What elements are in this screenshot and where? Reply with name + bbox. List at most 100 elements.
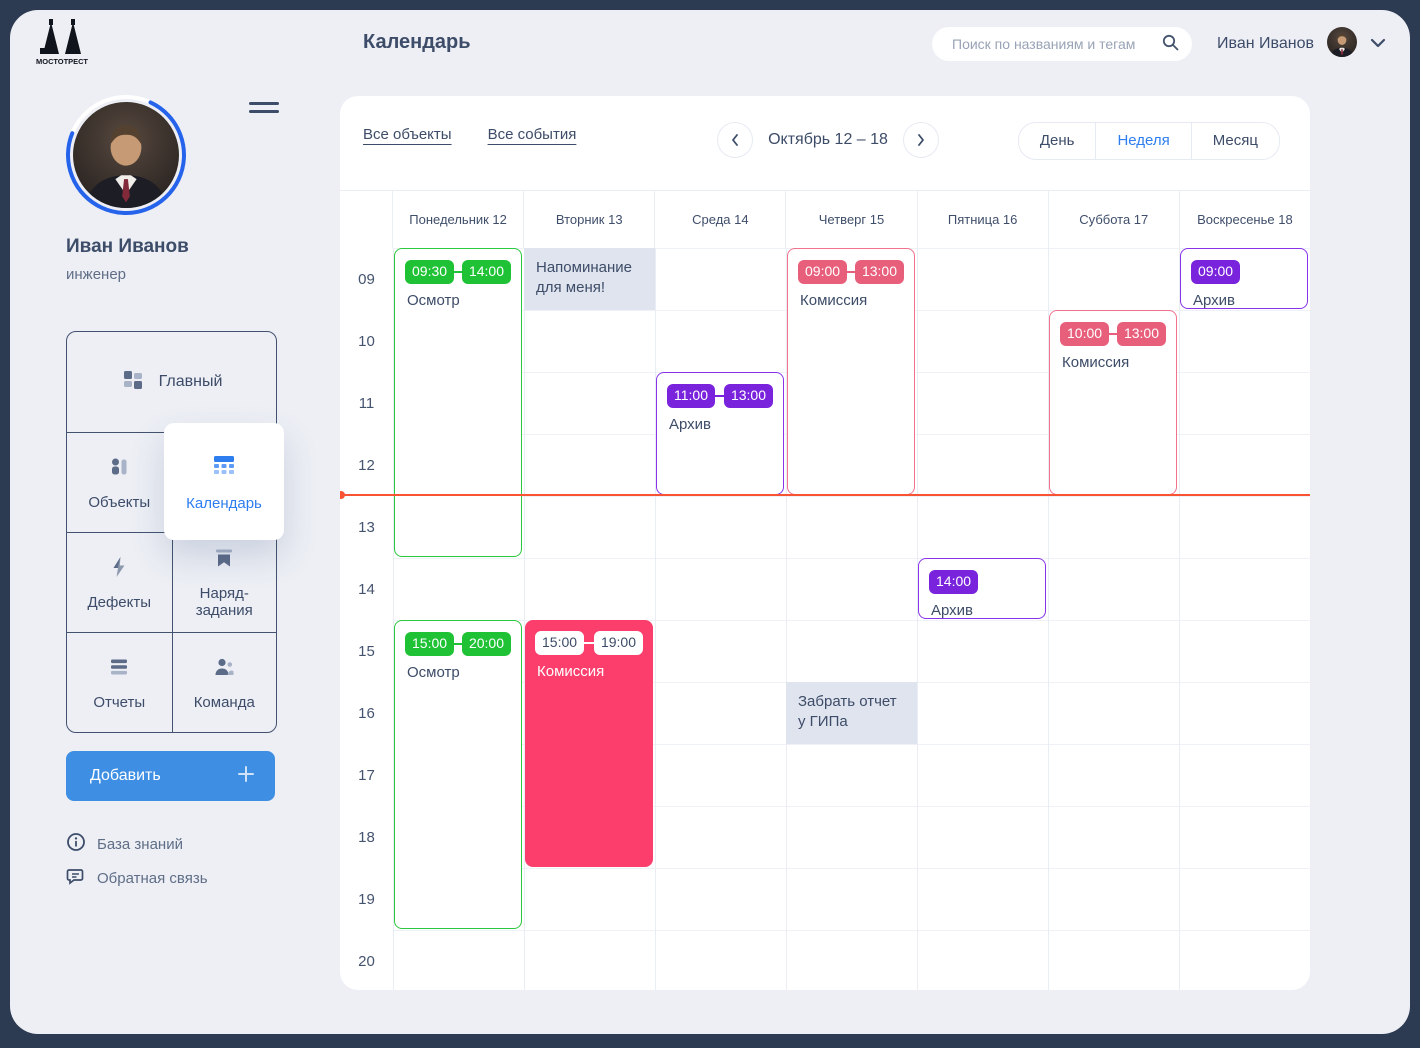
next-week-button[interactable] bbox=[903, 122, 939, 158]
sidebar-item-team[interactable]: Команда bbox=[171, 632, 276, 732]
time-gutter: 09 10 11 12 13 14 15 16 17 18 19 20 bbox=[340, 248, 393, 990]
time-gutter-header bbox=[340, 191, 393, 248]
calendar-event[interactable]: 10:00 13:00 Комиссия bbox=[1049, 310, 1177, 495]
avatar bbox=[60, 89, 192, 226]
view-month[interactable]: Месяц bbox=[1190, 123, 1279, 159]
plus-icon bbox=[237, 765, 255, 788]
day-header-wed: Среда 14 bbox=[654, 191, 785, 248]
sidebar-item-label: Главный bbox=[158, 373, 223, 390]
knowledge-base-link[interactable]: База знаний bbox=[66, 832, 183, 856]
chevron-left-icon bbox=[732, 134, 738, 146]
company-logo: МОСТОТРЕСТ bbox=[34, 18, 90, 75]
sidebar-item-defects[interactable]: Дефекты bbox=[67, 532, 172, 632]
search-bar bbox=[932, 27, 1192, 61]
event-start-time: 09:00 bbox=[798, 260, 848, 284]
sidebar-item-objects[interactable]: Объекты bbox=[67, 432, 172, 532]
event-title: Архив bbox=[669, 415, 712, 433]
search-icon[interactable] bbox=[1160, 32, 1180, 57]
team-icon bbox=[212, 655, 236, 683]
objects-icon bbox=[107, 455, 131, 483]
user-menu[interactable]: Иван Иванов bbox=[1217, 26, 1386, 62]
filter-all-events[interactable]: Все события bbox=[487, 126, 577, 143]
sidebar-item-work-orders[interactable]: Наряд-задания bbox=[171, 532, 276, 632]
event-times: 14:00 bbox=[929, 570, 1035, 594]
event-times: 09:00 bbox=[1191, 260, 1297, 284]
prev-week-button[interactable] bbox=[717, 122, 753, 158]
event-title: Осмотр bbox=[407, 663, 460, 681]
event-time-connector bbox=[454, 642, 462, 645]
event-time-connector bbox=[584, 641, 594, 644]
event-start-time: 09:30 bbox=[405, 260, 455, 284]
user-name: Иван Иванов bbox=[1217, 35, 1314, 52]
calendar-filters: Все объекты Все события bbox=[363, 126, 576, 143]
hour-label: 20 bbox=[358, 952, 375, 970]
day-header-sat: Суббота 17 bbox=[1047, 191, 1179, 248]
info-icon bbox=[66, 832, 86, 856]
calendar-note[interactable]: Напоминание для меня! bbox=[524, 248, 655, 310]
lightning-icon bbox=[107, 555, 131, 583]
sidebar-item-label: Команда bbox=[193, 693, 255, 711]
sidebar-item-label: Наряд-задания bbox=[195, 585, 253, 619]
chevron-right-icon bbox=[918, 134, 924, 146]
page-title: Календарь bbox=[363, 31, 471, 53]
event-times: 09:00 13:00 bbox=[798, 260, 904, 284]
view-day[interactable]: День bbox=[1039, 132, 1075, 149]
sidebar-item-reports[interactable]: Отчеты bbox=[67, 632, 172, 732]
hour-label: 10 bbox=[358, 332, 375, 350]
event-times: 11:00 13:00 bbox=[667, 384, 773, 408]
event-time-connector bbox=[454, 270, 462, 273]
hour-label: 09 bbox=[358, 270, 375, 288]
event-time-connector bbox=[847, 270, 855, 273]
chevron-down-icon[interactable] bbox=[1370, 35, 1386, 53]
profile-name: Иван Иванов bbox=[66, 236, 189, 257]
bookmark-icon bbox=[212, 546, 236, 574]
sidebar-item-main[interactable]: Главный bbox=[67, 332, 276, 432]
sidebar-item-calendar[interactable]: Календарь bbox=[164, 423, 284, 540]
filter-all-objects[interactable]: Все объекты bbox=[363, 126, 452, 143]
logo-text: МОСТОТРЕСТ bbox=[36, 57, 88, 66]
event-end-time: 19:00 bbox=[593, 631, 643, 655]
event-title: Комиссия bbox=[800, 291, 868, 309]
feedback-link[interactable]: Обратная связь bbox=[66, 866, 208, 890]
event-title: Комиссия bbox=[1062, 353, 1130, 371]
add-button[interactable]: Добавить bbox=[66, 751, 275, 801]
sidebar-collapse-icon[interactable] bbox=[249, 102, 279, 116]
calendar-event[interactable]: 15:00 19:00 Комиссия bbox=[525, 620, 653, 867]
sidebar-menu: Главный Объекты Дефекты Наряд-задания О bbox=[66, 331, 277, 733]
calendar-icon bbox=[211, 452, 237, 482]
profile-role: инженер bbox=[66, 266, 127, 283]
hour-label: 11 bbox=[358, 394, 375, 412]
calendar-event[interactable]: 15:00 20:00 Осмотр bbox=[394, 620, 522, 929]
event-times: 10:00 13:00 bbox=[1060, 322, 1166, 346]
calendar-event[interactable]: 11:00 13:00 Архив bbox=[656, 372, 784, 495]
period-label: Октябрь 12 – 18 bbox=[768, 131, 888, 148]
sidebar-item-label: Объекты bbox=[88, 493, 151, 511]
event-end-time: 13:00 bbox=[1116, 322, 1166, 346]
event-times: 15:00 19:00 bbox=[535, 631, 643, 655]
user-avatar bbox=[1327, 26, 1357, 62]
calendar-event[interactable]: 14:00 Архив bbox=[918, 558, 1046, 619]
hour-label: 16 bbox=[358, 704, 375, 722]
sidebar-item-label: Отчеты bbox=[93, 693, 146, 711]
view-week[interactable]: Неделя bbox=[1095, 123, 1190, 159]
calendar-event[interactable]: 09:30 14:00 Осмотр bbox=[394, 248, 522, 557]
knowledge-base-label: База знаний bbox=[97, 835, 183, 853]
view-switcher: День Неделя Месяц bbox=[1017, 122, 1280, 160]
calendar-note[interactable]: Забрать отчет у ГИПа bbox=[786, 682, 917, 744]
event-start-time: 10:00 bbox=[1060, 322, 1110, 346]
calendar-event[interactable]: 09:00 13:00 Комиссия bbox=[787, 248, 915, 495]
calendar-panel: Все объекты Все события Октябрь 12 – 18 … bbox=[340, 96, 1310, 990]
sidebar-item-label: Календарь bbox=[186, 494, 262, 512]
event-time-connector bbox=[1109, 332, 1117, 335]
add-button-label: Добавить bbox=[90, 767, 161, 784]
search-input[interactable] bbox=[950, 35, 1160, 53]
event-start-time: 15:00 bbox=[405, 632, 455, 656]
event-times: 15:00 20:00 bbox=[405, 632, 511, 656]
current-time-dot bbox=[340, 491, 345, 499]
calendar-event[interactable]: 09:00 Архив bbox=[1180, 248, 1308, 309]
dashboard-icon bbox=[121, 368, 145, 397]
day-header-tue: Вторник 13 bbox=[523, 191, 654, 248]
hour-label: 19 bbox=[358, 890, 375, 908]
event-title: Комиссия bbox=[537, 662, 605, 680]
event-title: Архив bbox=[931, 601, 974, 619]
